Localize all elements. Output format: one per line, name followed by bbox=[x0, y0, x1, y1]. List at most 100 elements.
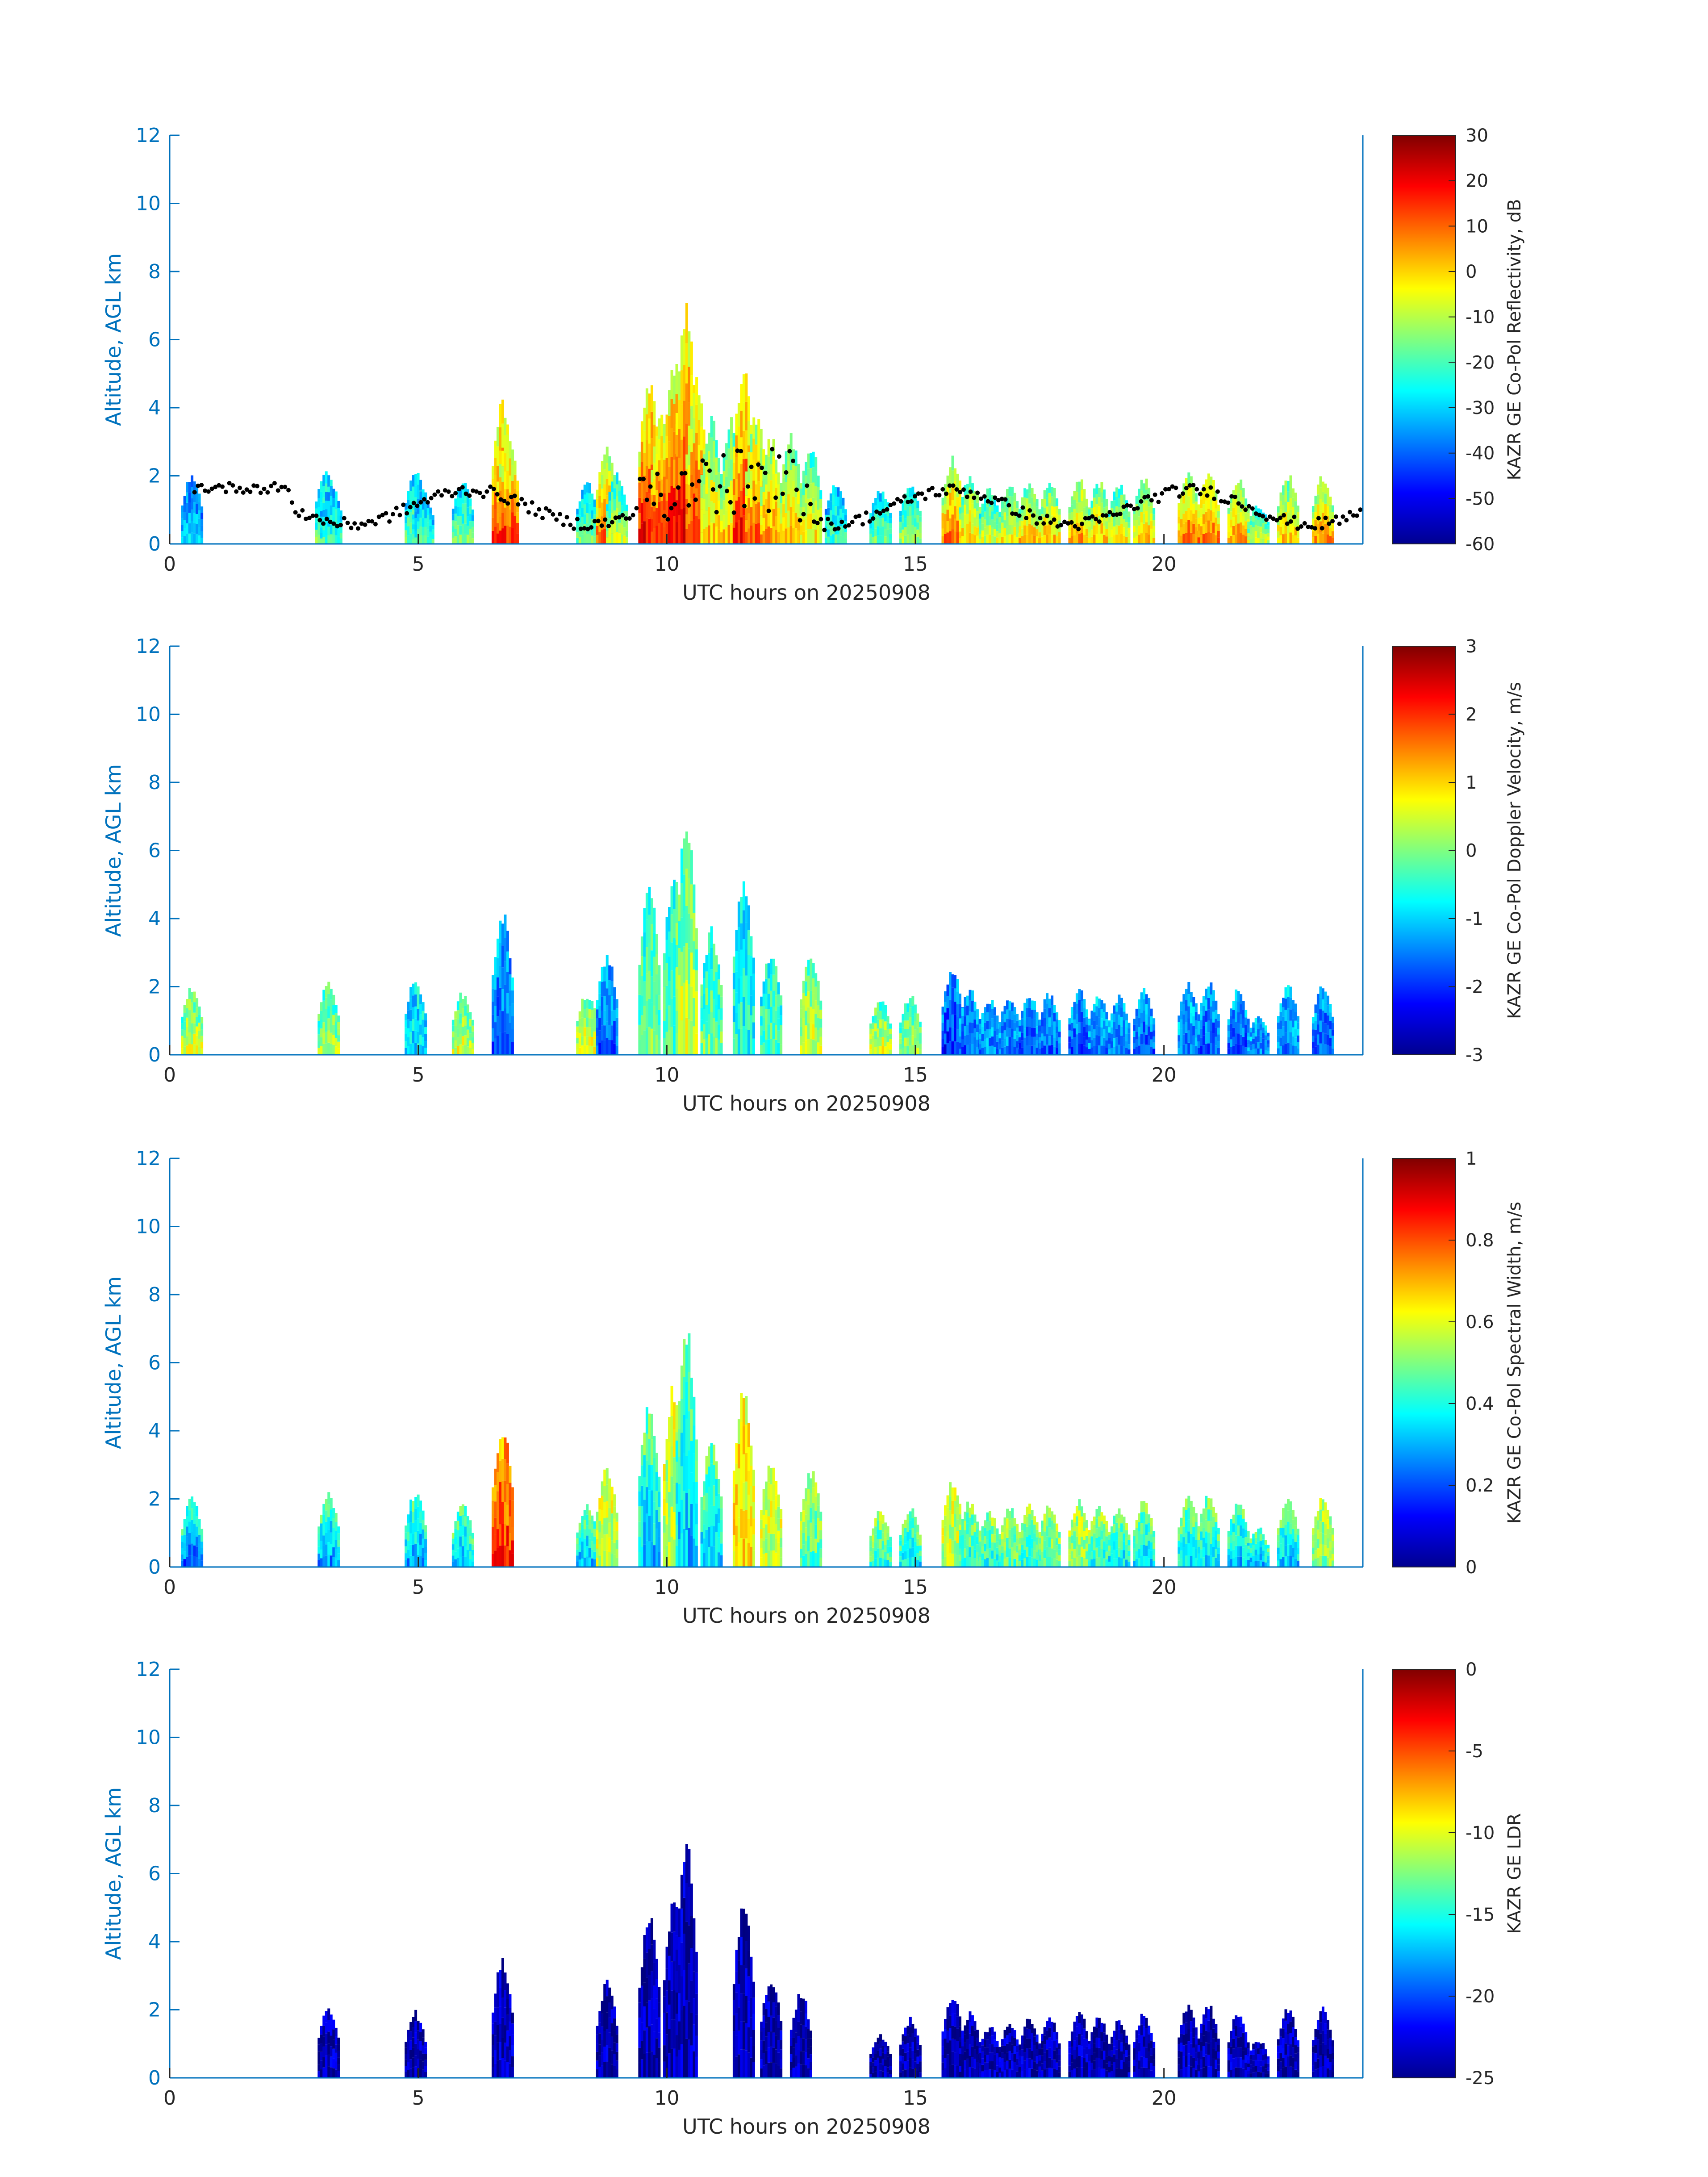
echo-cell bbox=[1202, 1015, 1205, 1026]
cloud-base-point bbox=[902, 494, 907, 499]
echo-cell bbox=[874, 528, 877, 536]
echo-cell bbox=[1100, 1036, 1103, 1046]
echo-cell bbox=[1011, 1002, 1014, 1011]
echo-cell bbox=[1011, 515, 1014, 525]
echo-cell bbox=[750, 452, 753, 471]
echo-cell bbox=[643, 407, 646, 430]
echo-cell bbox=[1046, 1034, 1049, 1045]
echo-cell bbox=[660, 414, 664, 436]
echo-cell bbox=[777, 1042, 780, 1055]
echo-cell bbox=[1028, 534, 1031, 544]
echo-cell bbox=[951, 987, 954, 1001]
echo-cell bbox=[186, 533, 189, 544]
echo-cell bbox=[183, 1030, 186, 1038]
echo-cell bbox=[591, 1533, 594, 1542]
echo-cell bbox=[807, 1023, 810, 1039]
echo-cell bbox=[1078, 1032, 1081, 1044]
echo-cell bbox=[1056, 1048, 1059, 1055]
echo-cell bbox=[874, 513, 877, 521]
echo-cell bbox=[613, 1542, 616, 1555]
echo-cell bbox=[1319, 476, 1322, 488]
echo-cell bbox=[469, 1559, 472, 1567]
cloud-base-point bbox=[898, 499, 903, 504]
echo-cell bbox=[757, 502, 760, 523]
echo-cell bbox=[1178, 510, 1181, 517]
echo-column bbox=[675, 832, 698, 1055]
echo-cell bbox=[981, 1013, 984, 1020]
cloud-base-point bbox=[1163, 487, 1168, 492]
echo-cell bbox=[581, 1516, 584, 1525]
echo-cell bbox=[1324, 991, 1327, 1003]
echo-cell bbox=[1150, 1039, 1153, 1047]
echo-cell bbox=[1023, 1011, 1027, 1020]
echo-cell bbox=[456, 1512, 459, 1521]
echo-cell bbox=[1125, 507, 1128, 515]
echo-cell bbox=[986, 535, 989, 544]
echo-cell bbox=[461, 999, 464, 1008]
echo-cell bbox=[1190, 510, 1193, 522]
echo-cell bbox=[409, 1009, 413, 1021]
echo-cell bbox=[327, 1554, 330, 1567]
echo-cell bbox=[705, 443, 708, 460]
cloud-base-point bbox=[324, 517, 329, 522]
echo-cell bbox=[1128, 538, 1131, 544]
cloud-base-point bbox=[286, 488, 291, 493]
echo-cell bbox=[618, 533, 621, 544]
echo-cell bbox=[188, 1521, 191, 1533]
echo-cell bbox=[422, 1011, 425, 1020]
echo-cell bbox=[1016, 522, 1019, 530]
echo-cell bbox=[1294, 510, 1297, 518]
echo-cell bbox=[745, 896, 748, 923]
echo-cell bbox=[1028, 483, 1031, 494]
echo-cell bbox=[454, 1047, 457, 1055]
echo-cell bbox=[683, 329, 686, 365]
echo-cell bbox=[196, 484, 199, 494]
echo-cell bbox=[409, 1544, 413, 1556]
y-tick-label: 6 bbox=[148, 840, 161, 862]
echo-cell bbox=[1153, 1018, 1156, 1024]
echo-cell bbox=[1321, 502, 1324, 513]
echo-cell bbox=[834, 497, 837, 506]
echo-cell bbox=[732, 989, 735, 1006]
echo-cell bbox=[1033, 1001, 1036, 1010]
echo-cell bbox=[1279, 1029, 1282, 1038]
echo-cell bbox=[805, 1040, 808, 1055]
echo-column bbox=[576, 1504, 599, 1567]
echo-column bbox=[700, 926, 723, 1055]
echo-cell bbox=[1267, 1044, 1270, 1048]
echo-cell bbox=[1282, 1036, 1285, 1045]
echo-cell bbox=[954, 531, 956, 544]
echo-cell bbox=[941, 505, 944, 514]
echo-cell bbox=[765, 963, 768, 979]
echo-cell bbox=[1102, 507, 1106, 517]
cloud-base-point bbox=[498, 497, 503, 502]
echo-cell bbox=[1262, 1022, 1265, 1028]
echo-cell bbox=[680, 509, 683, 544]
echo-cell bbox=[509, 1022, 512, 1039]
echo-cell bbox=[777, 532, 780, 544]
echo-cell bbox=[1006, 1000, 1009, 1010]
echo-cell bbox=[613, 1530, 616, 1543]
echo-cell bbox=[713, 981, 716, 999]
echo-cell bbox=[464, 996, 467, 1006]
echo-cell bbox=[720, 996, 723, 1008]
echo-cell bbox=[772, 1039, 775, 1055]
echo-cell bbox=[504, 507, 507, 526]
echo-cell bbox=[916, 1034, 919, 1041]
echo-cell bbox=[877, 1020, 880, 1029]
echo-cell bbox=[742, 402, 745, 431]
echo-cell bbox=[1123, 1046, 1126, 1055]
echo-cell bbox=[653, 1545, 656, 1567]
echo-cell bbox=[775, 501, 778, 516]
echo-cell bbox=[695, 1012, 698, 1034]
echo-cell bbox=[742, 939, 745, 968]
echo-cell bbox=[1046, 1024, 1049, 1035]
echo-cell bbox=[511, 1500, 514, 1514]
echo-cell bbox=[973, 526, 977, 535]
echo-cell bbox=[984, 1039, 986, 1047]
echo-cell bbox=[829, 493, 832, 502]
echo-cell bbox=[414, 982, 418, 994]
echo-cell bbox=[412, 1545, 415, 1556]
echo-cell bbox=[200, 513, 204, 519]
